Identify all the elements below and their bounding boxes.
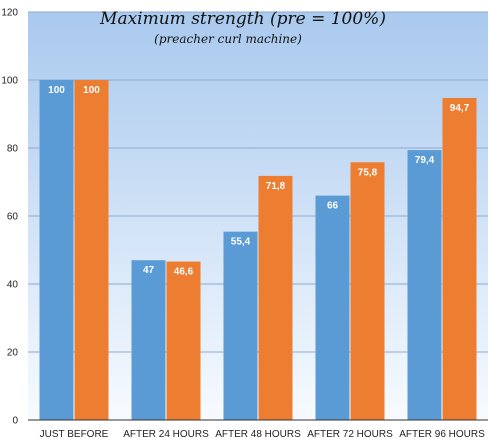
y-tick-label: 0	[12, 416, 18, 427]
data-label: 79,4	[415, 155, 435, 166]
chart-title: Maximum strength (pre = 100%)	[99, 9, 386, 29]
data-label: 47	[143, 265, 155, 276]
bar	[442, 98, 477, 421]
data-label: 100	[48, 85, 65, 96]
bar	[223, 231, 258, 420]
chart-subtitle: (preacher curl machine)	[154, 32, 302, 46]
x-tick-label: JUST BEFORE	[40, 429, 109, 440]
data-labels: 100 100 47 46,6 55,4 71,8 66 75,8 79,4 94,7	[48, 85, 470, 278]
bar	[407, 150, 442, 421]
data-label: 46,6	[174, 267, 194, 278]
y-tick-label: 80	[7, 144, 19, 155]
x-tick-label: AFTER 48 HOURS	[215, 429, 301, 440]
data-label: 71,8	[266, 181, 286, 192]
data-label: 55,4	[231, 237, 251, 248]
bar	[166, 261, 201, 420]
bar	[74, 80, 109, 420]
bar	[258, 175, 293, 420]
x-tick-label: AFTER 96 HOURS	[399, 429, 485, 440]
y-tick-label: 40	[7, 280, 19, 291]
x-tick-label: AFTER 24 HOURS	[123, 429, 209, 440]
bar	[131, 260, 166, 420]
data-label: 94,7	[450, 103, 470, 114]
y-tick-label: 60	[7, 212, 19, 223]
bars	[39, 80, 477, 421]
axes: 0 20 40 60 80 100 120 JUST BEFORE AFTER 24 HOURS…	[1, 8, 488, 440]
y-tick-label: 120	[1, 8, 18, 19]
bar	[350, 162, 385, 420]
bar	[315, 195, 350, 420]
y-tick-label: 20	[7, 348, 19, 359]
bar	[39, 80, 74, 420]
data-label: 75,8	[358, 167, 378, 178]
data-label: 100	[83, 85, 100, 96]
data-label: 66	[327, 201, 339, 212]
x-tick-label: AFTER 72 HOURS	[307, 429, 393, 440]
y-tick-label: 100	[1, 76, 18, 87]
